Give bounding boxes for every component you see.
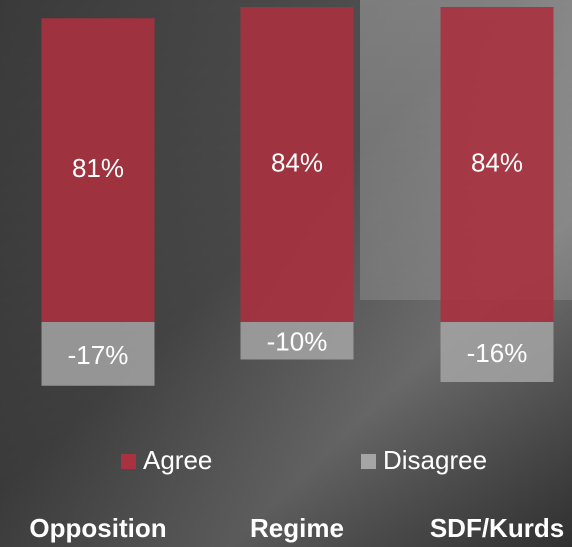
legend-label: Agree: [143, 445, 212, 475]
bar: [440, 7, 554, 322]
category-label: SDF/Kurds: [430, 513, 564, 543]
category-label: Regime: [250, 513, 344, 543]
category-label: Opposition: [29, 513, 166, 543]
value-label: -16%: [467, 338, 528, 368]
bar: [41, 18, 155, 322]
value-label: 84%: [471, 147, 523, 177]
legend-label: Disagree: [383, 445, 487, 475]
legend-swatch: [121, 454, 136, 469]
bar: [41, 322, 155, 386]
bar: [440, 322, 554, 382]
legend-swatch: [361, 454, 376, 469]
bar: [240, 322, 354, 360]
value-label: 84%: [271, 147, 323, 177]
value-label: -17%: [68, 340, 129, 370]
bar: [240, 7, 354, 322]
value-label: 81%: [72, 153, 124, 183]
value-label: -10%: [267, 327, 328, 357]
